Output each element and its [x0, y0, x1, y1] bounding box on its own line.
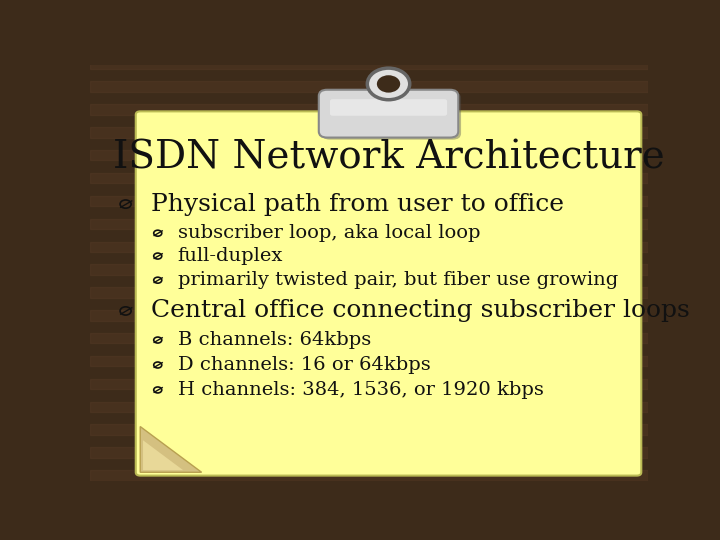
Circle shape — [367, 68, 410, 100]
Polygon shape — [143, 440, 183, 470]
Bar — [90, 470, 648, 481]
Polygon shape — [145, 427, 202, 468]
Bar — [90, 127, 648, 138]
FancyBboxPatch shape — [330, 99, 447, 116]
FancyBboxPatch shape — [322, 92, 461, 140]
Bar — [90, 196, 648, 206]
Polygon shape — [140, 427, 202, 472]
Text: B channels: 64kbps: B channels: 64kbps — [178, 331, 371, 349]
Text: primarily twisted pair, but fiber use growing: primarily twisted pair, but fiber use gr… — [178, 271, 618, 289]
Text: Physical path from user to office: Physical path from user to office — [151, 193, 564, 215]
Bar — [90, 173, 648, 183]
FancyBboxPatch shape — [319, 90, 459, 138]
Text: full-duplex: full-duplex — [178, 247, 283, 265]
Circle shape — [377, 75, 400, 93]
Bar — [90, 219, 648, 229]
Bar — [90, 333, 648, 343]
Text: D channels: 16 or 64kbps: D channels: 16 or 64kbps — [178, 356, 431, 374]
FancyBboxPatch shape — [136, 111, 642, 476]
Bar — [90, 424, 648, 435]
Polygon shape — [143, 424, 204, 470]
Text: H channels: 384, 1536, or 1920 kbps: H channels: 384, 1536, or 1920 kbps — [178, 381, 544, 399]
Text: ISDN Network Architecture: ISDN Network Architecture — [112, 140, 665, 177]
Text: subscriber loop, aka local loop: subscriber loop, aka local loop — [178, 224, 480, 242]
Bar — [90, 241, 648, 252]
Bar — [90, 402, 648, 412]
Bar — [90, 310, 648, 321]
Bar — [90, 58, 648, 69]
Bar — [90, 356, 648, 366]
Bar — [90, 104, 648, 114]
Polygon shape — [148, 429, 199, 466]
Bar — [90, 36, 648, 46]
Text: Central office connecting subscriber loops: Central office connecting subscriber loo… — [151, 300, 690, 322]
Bar — [90, 150, 648, 160]
Bar — [90, 447, 648, 458]
Bar — [90, 287, 648, 298]
Bar — [90, 379, 648, 389]
Bar — [90, 82, 648, 92]
Bar — [90, 265, 648, 275]
